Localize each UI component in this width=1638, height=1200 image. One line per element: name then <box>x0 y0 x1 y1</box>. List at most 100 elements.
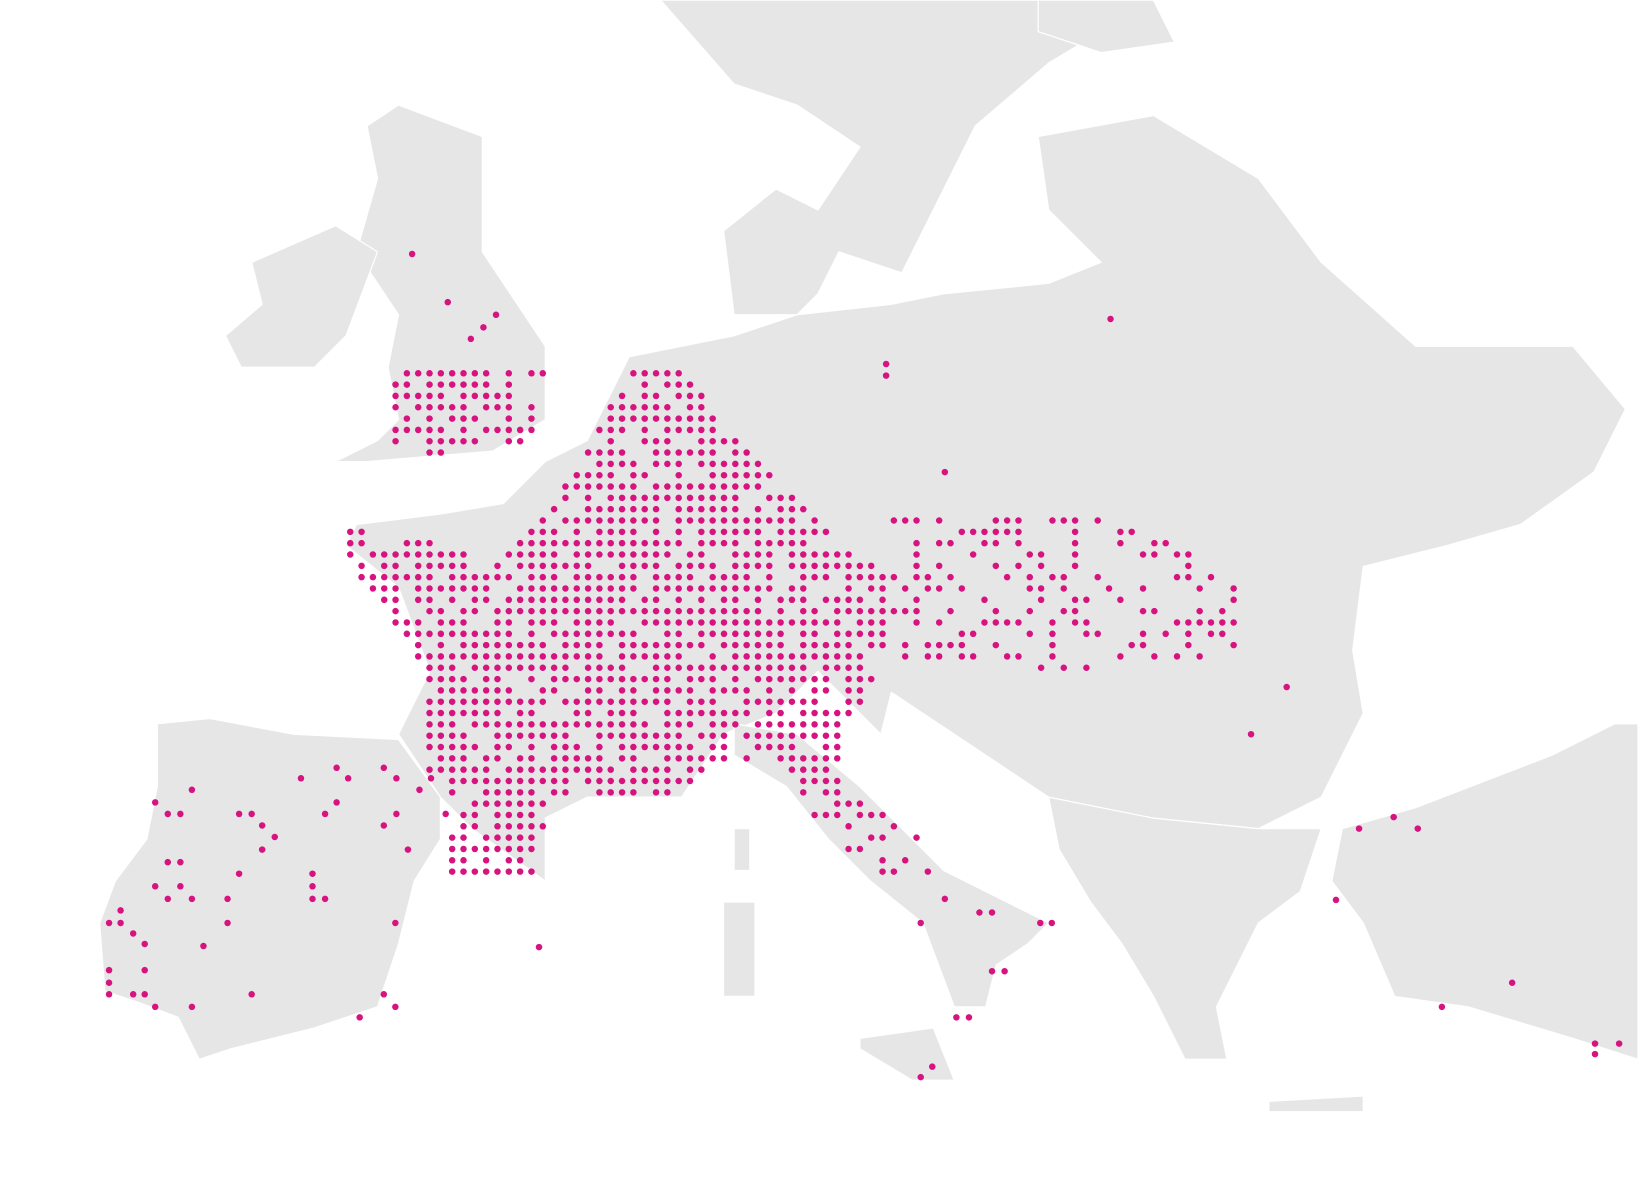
dot <box>652 573 660 581</box>
dot <box>630 789 637 796</box>
dot <box>1049 619 1056 626</box>
dot <box>426 392 433 400</box>
dot <box>358 528 365 536</box>
dot <box>800 777 807 785</box>
dot <box>811 653 818 660</box>
dot <box>516 653 524 660</box>
dot <box>743 732 750 739</box>
dot <box>788 585 796 592</box>
dot <box>437 687 445 694</box>
dot <box>720 505 728 513</box>
dot <box>448 755 456 762</box>
dot <box>800 709 807 717</box>
dot <box>437 381 445 388</box>
dot <box>732 517 739 524</box>
dot <box>333 799 340 806</box>
dot <box>754 721 762 728</box>
dot <box>460 675 467 683</box>
dot <box>766 585 773 592</box>
dot <box>664 721 671 728</box>
dot <box>958 528 966 536</box>
dot <box>800 573 807 581</box>
dot <box>471 437 479 445</box>
dot <box>913 517 920 524</box>
dot <box>641 721 648 728</box>
dot <box>618 539 626 547</box>
dot <box>248 810 255 818</box>
dot <box>913 596 920 604</box>
dot <box>596 471 603 479</box>
dot <box>720 494 728 502</box>
dot <box>1071 619 1079 626</box>
dot <box>976 909 983 916</box>
dot <box>1071 607 1079 615</box>
dot <box>516 732 524 739</box>
dot <box>129 930 137 937</box>
dot <box>732 539 739 547</box>
dot <box>845 664 852 671</box>
dot <box>309 870 316 877</box>
dot <box>618 789 626 796</box>
dot <box>652 664 660 671</box>
dot <box>528 370 535 377</box>
dot <box>505 868 513 875</box>
dot <box>754 653 762 660</box>
dot <box>720 732 728 739</box>
dot <box>788 539 796 547</box>
dot <box>879 857 886 864</box>
dot <box>550 687 558 694</box>
dot <box>528 630 535 638</box>
sicily <box>859 1027 955 1081</box>
dot <box>720 664 728 671</box>
dot <box>618 709 626 717</box>
dot <box>271 833 278 841</box>
dot <box>539 653 547 660</box>
dot <box>969 528 977 536</box>
dot <box>471 800 479 807</box>
dot <box>414 585 422 592</box>
dot <box>953 1014 960 1021</box>
dot <box>641 562 648 570</box>
dot <box>652 415 660 422</box>
dot <box>1151 653 1158 660</box>
dot <box>917 919 924 927</box>
dot <box>833 607 841 615</box>
dot <box>947 607 954 615</box>
dot <box>460 845 467 853</box>
dot <box>584 709 592 717</box>
dot <box>698 392 705 400</box>
dot <box>550 607 558 615</box>
dot <box>618 415 626 422</box>
dot <box>460 630 467 638</box>
dot <box>494 607 501 615</box>
dot <box>822 653 830 660</box>
dot <box>675 392 682 400</box>
dot <box>618 573 626 581</box>
dot <box>596 483 603 490</box>
dot <box>822 641 830 649</box>
dot <box>664 641 671 649</box>
dot <box>528 653 535 660</box>
dot <box>698 404 705 411</box>
dot <box>562 596 569 604</box>
dot <box>448 404 456 411</box>
dot <box>766 641 773 649</box>
dot <box>641 698 648 705</box>
dot <box>686 415 694 422</box>
dot <box>1060 664 1068 671</box>
dot <box>641 426 648 434</box>
dot <box>471 823 479 830</box>
dot <box>1185 551 1192 558</box>
dot <box>528 721 535 728</box>
dot <box>698 675 705 683</box>
dot <box>743 641 750 649</box>
dot <box>539 721 547 728</box>
dot <box>1083 596 1090 604</box>
dot <box>1219 619 1226 626</box>
dot <box>969 630 977 638</box>
dot <box>414 392 422 400</box>
dot <box>550 528 558 536</box>
dot <box>448 766 456 773</box>
dot <box>800 607 807 615</box>
dot <box>448 585 456 592</box>
